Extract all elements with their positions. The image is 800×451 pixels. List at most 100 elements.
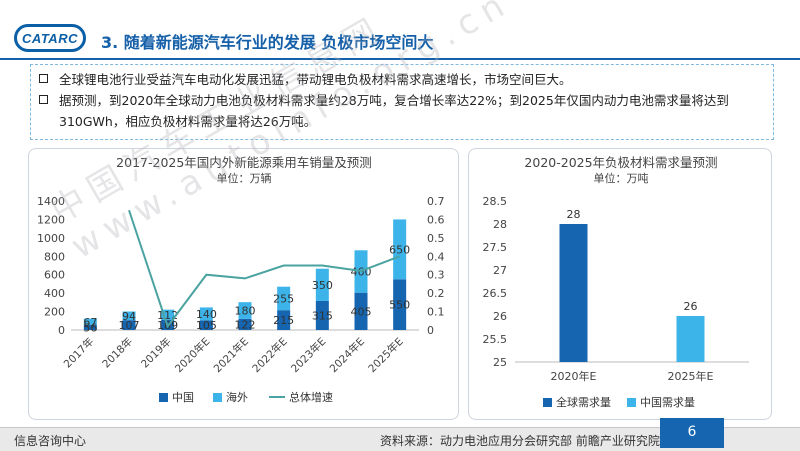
y-tick-label: 0 [58, 324, 65, 337]
bar-china [393, 279, 407, 330]
y2-tick-label: 0.5 [427, 232, 445, 245]
y-tick-label: 28 [493, 218, 507, 231]
y-tick-label: 400 [44, 287, 65, 300]
bar-china [315, 300, 329, 330]
bar-demand [676, 316, 705, 362]
chart-subtitle: 单位：万吨 [594, 171, 649, 185]
y-tick-label: 27.5 [483, 241, 508, 254]
summary-box: 全球锂电池行业受益汽车电动化发展迅猛，带动锂电负极材料需求高速增长，市场空间巨大… [30, 64, 774, 140]
data-label-overseas: 67 [83, 316, 97, 329]
bar-china [83, 324, 97, 330]
chart-title: 2017-2025年国内外新能源乘用车销量及预测 [116, 155, 372, 170]
legend-swatch-global [543, 398, 552, 407]
data-label-china: 215 [273, 314, 294, 327]
header: CATARC 3. 随着新能源汽车行业的发展 负极市场空间大 [0, 0, 800, 70]
x-tick-label: 2025年E [366, 335, 406, 375]
x-tick-label: 2023年E [288, 335, 328, 375]
header-divider [0, 58, 800, 60]
data-label-china: 550 [389, 299, 410, 312]
bullet-text: 全球锂电池行业受益汽车电动化发展迅猛，带动锂电负极材料需求高速增长，市场空间巨大… [59, 72, 572, 87]
bar-overseas [161, 309, 175, 320]
bullet-item: 据预测，到2020年全球动力电池负极材料需求量约28万吨，复合增长率达22%；到… [37, 90, 763, 132]
y-tick-label: 27 [493, 264, 507, 277]
bar-overseas [238, 302, 252, 319]
data-label-demand: 26 [684, 300, 698, 313]
legend-swatch-china [627, 398, 636, 407]
x-tick-label: 2017年 [61, 335, 97, 371]
bullet-text: 据预测，到2020年全球动力电池负极材料需求量约28万吨，复合增长率达22%；到… [59, 93, 729, 129]
y2-tick-label: 0.3 [427, 269, 445, 282]
y2-tick-label: 0.4 [427, 250, 445, 263]
bar-overseas [122, 311, 136, 321]
bar-overseas [83, 318, 97, 325]
y2-tick-label: 0 [427, 324, 434, 337]
y-tick-label: 800 [44, 250, 65, 263]
data-label-overseas: 180 [235, 304, 256, 317]
data-label-china: 315 [312, 309, 333, 322]
x-tick-label: 2020年E [551, 369, 597, 383]
bullet-item: 全球锂电池行业受益汽车电动化发展迅猛，带动锂电负极材料需求高速增长，市场空间巨大… [37, 69, 763, 90]
legend-label-growth: 总体增速 [289, 390, 333, 404]
data-label-china: 107 [119, 319, 140, 332]
demand-chart-panel: 2020-2025年负极材料需求量预测 单位：万吨 25 25.5 26 26.5 27 27… [468, 148, 772, 420]
data-label-china: 122 [235, 318, 256, 331]
y-tick-label: 25.5 [483, 333, 508, 346]
y2-tick-label: 0.7 [427, 195, 445, 208]
bar-demand [559, 224, 588, 362]
legend-label-china: 中国需求量 [640, 396, 695, 409]
y2-tick-label: 0.1 [427, 306, 445, 319]
footer-source: 资料来源：动力电池应用分会研究部 前瞻产业研究院 [380, 434, 660, 448]
bar-china [122, 320, 136, 330]
page-number: 6 [660, 418, 724, 448]
x-tick-label: 2022年E [250, 335, 290, 375]
square-bullet-icon [39, 95, 48, 104]
y-tick-label: 1200 [37, 213, 65, 226]
y-tick-label: 1400 [37, 195, 65, 208]
y-tick-label: 26 [493, 310, 507, 323]
legend-swatch-china [159, 393, 168, 402]
data-label-overseas: 255 [273, 292, 294, 305]
footer: 信息咨询中心 资料来源：动力电池应用分会研究部 前瞻产业研究院 6 [0, 418, 800, 451]
legend-label-global: 全球需求量 [556, 395, 611, 409]
square-bullet-icon [39, 74, 48, 83]
y-tick-label: 1000 [37, 232, 65, 245]
data-label-china: 405 [351, 305, 372, 318]
data-label-china: 56 [83, 321, 97, 334]
y-tick-label: 600 [44, 269, 65, 282]
y-tick-label: 200 [44, 306, 65, 319]
data-label-china: 105 [196, 319, 217, 332]
x-tick-label: 2020年E [172, 335, 212, 375]
bar-china [277, 310, 291, 330]
y2-tick-label: 0.6 [427, 213, 445, 226]
legend-label-overseas: 海外 [226, 390, 248, 404]
data-label-overseas: 140 [196, 308, 217, 321]
growth-line [128, 209, 401, 329]
chart-subtitle: 单位：万辆 [217, 171, 272, 185]
y-tick-label: 25 [493, 356, 507, 369]
page-title: 3. 随着新能源汽车行业的发展 负极市场空间大 [101, 33, 434, 52]
x-tick-label: 2024年E [327, 335, 367, 375]
chart-title: 2020-2025年负极材料需求量预测 [524, 155, 717, 170]
data-label-demand: 28 [567, 208, 581, 221]
bar-china [238, 318, 252, 330]
y-tick-label: 28.5 [483, 195, 508, 208]
y2-tick-label: 0.2 [427, 287, 445, 300]
data-label-overseas: 94 [122, 310, 136, 323]
x-tick-label: 2025年E [668, 369, 714, 383]
catarc-logo: CATARC [14, 24, 86, 52]
bar-overseas [277, 286, 291, 311]
bar-overseas [393, 219, 407, 280]
bar-china [354, 292, 368, 330]
y-tick-label: 26.5 [483, 287, 508, 300]
bar-overseas [315, 268, 329, 301]
footer-org: 信息咨询中心 [14, 434, 87, 448]
data-label-overseas: 350 [312, 279, 333, 292]
legend-label-china: 中国 [172, 391, 194, 404]
x-tick-label: 2019年 [138, 335, 174, 371]
legend-swatch-overseas [213, 393, 222, 402]
x-tick-label: 2021年E [211, 335, 251, 375]
x-tick-label: 2018年 [100, 335, 136, 371]
bar-china [199, 320, 213, 330]
